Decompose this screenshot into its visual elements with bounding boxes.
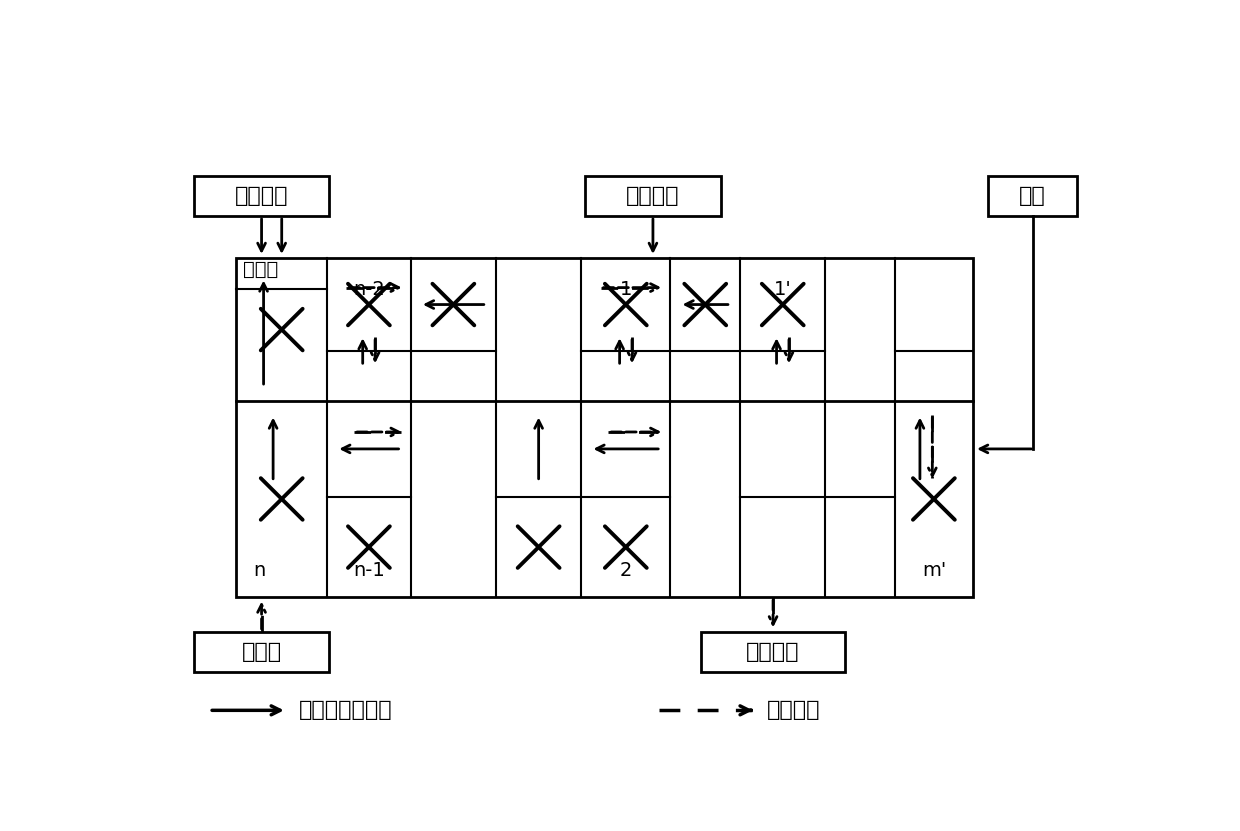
Bar — [237, 258, 972, 597]
Bar — [585, 176, 720, 216]
Text: 2: 2 — [620, 561, 632, 580]
Text: 树脂流向: 树脂流向 — [768, 701, 821, 720]
Text: n-2: n-2 — [353, 280, 384, 299]
Text: 贫树脂: 贫树脂 — [242, 642, 281, 661]
Text: 清液: 清液 — [1019, 186, 1047, 206]
Text: 搅拌室: 搅拌室 — [243, 260, 278, 279]
Bar — [702, 632, 844, 671]
Text: n: n — [253, 561, 265, 580]
Text: n-1: n-1 — [353, 561, 384, 580]
Bar — [193, 176, 330, 216]
Text: 1': 1' — [774, 280, 791, 299]
Text: 负载树脂: 负载树脂 — [746, 642, 800, 661]
Text: 1: 1 — [620, 280, 632, 299]
Text: 吸附尾浆: 吸附尾浆 — [234, 186, 289, 206]
Bar — [988, 176, 1078, 216]
Bar — [193, 632, 330, 671]
Text: 吸附矿浆: 吸附矿浆 — [626, 186, 680, 206]
Text: 矿浆及洗液流向: 矿浆及洗液流向 — [299, 701, 392, 720]
Text: m': m' — [921, 561, 946, 580]
